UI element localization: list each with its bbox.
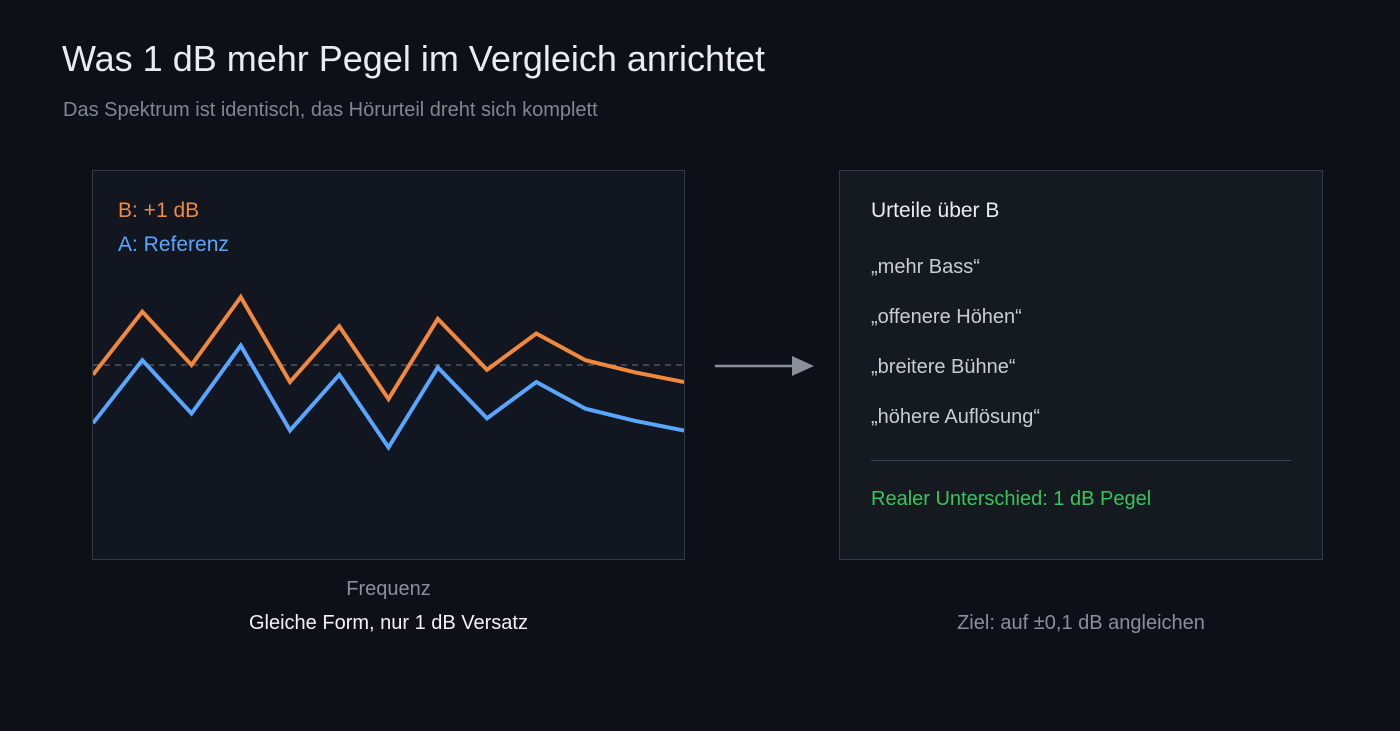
legend-series-a: A: Referenz [118,233,229,256]
real-difference-label: Realer Unterschied: 1 dB Pegel [871,488,1152,510]
judgments-title: Urteile über B [871,199,1000,222]
series-line-b [93,293,684,403]
x-axis-label: Frequenz [346,578,431,600]
judgment-item: „mehr Bass“ [871,256,980,278]
judgment-item: „offenere Höhen“ [871,306,1022,328]
right-arrow-icon [715,356,814,376]
legend-series-b: B: +1 dB [118,199,200,222]
chart-caption: Gleiche Form, nur 1 dB Versatz [248,612,528,634]
target-caption: Ziel: auf ±0,1 dB angleichen [957,612,1205,634]
judgments-panel: Urteile über B „mehr Bass“ „offenere Höh… [839,170,1323,560]
judgment-item: „höhere Auflösung“ [871,406,1041,428]
divider [871,460,1291,461]
judgment-item: „breitere Bühne“ [871,356,1016,378]
spectrum-chart [93,293,684,452]
series-line-a [93,341,684,452]
page-subtitle: Das Spektrum ist identisch, das Hörurtei… [63,99,598,121]
spectrum-chart-panel: B: +1 dB A: Referenz [92,170,685,560]
page-title: Was 1 dB mehr Pegel im Vergleich anricht… [62,38,765,79]
